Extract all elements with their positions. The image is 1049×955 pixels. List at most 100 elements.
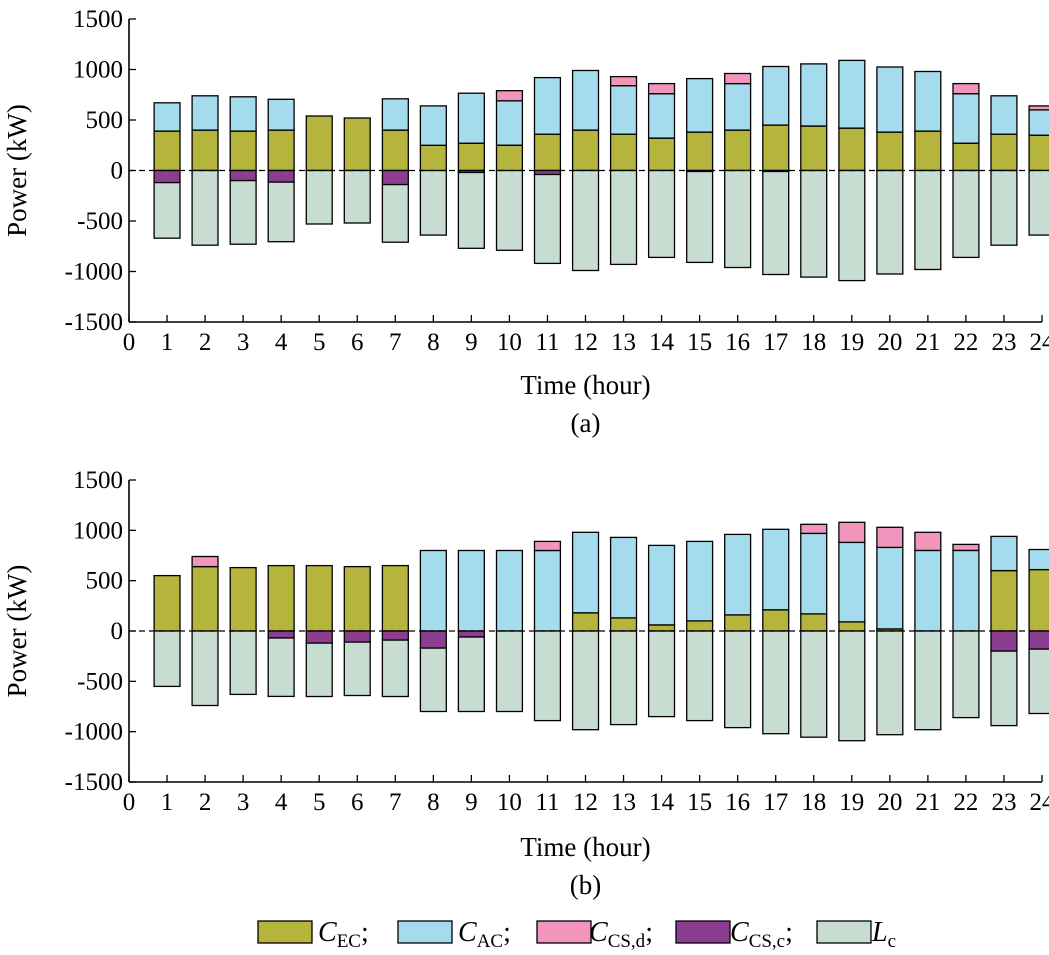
bar-Lc-hour-18 bbox=[800, 169, 828, 278]
legend-swatch-CAC bbox=[397, 920, 453, 944]
bar-CAC-hour-15 bbox=[686, 77, 714, 133]
bar-CSd-hour-24 bbox=[1028, 105, 1049, 111]
bar-CEC-hour-6 bbox=[343, 565, 371, 632]
bar-CEC-hour-12 bbox=[571, 129, 600, 172]
x-tick-label: 18 bbox=[801, 329, 826, 356]
bar-Lc-hour-5 bbox=[305, 642, 333, 698]
bar-CEC-hour-14 bbox=[647, 624, 676, 632]
bar-Lc-hour-5 bbox=[305, 169, 333, 225]
bar-Lc-hour-9 bbox=[457, 171, 485, 249]
x-tick-label: 7 bbox=[389, 329, 402, 356]
bar-CEC-hour-10 bbox=[495, 144, 524, 172]
bar-CEC-hour-15 bbox=[686, 131, 714, 172]
bar-CAC-hour-4 bbox=[267, 98, 295, 131]
y-tick-label: 1000 bbox=[73, 517, 123, 544]
x-tick-label: 23 bbox=[991, 789, 1016, 816]
legend: CEC; CAC; CCS,d; CCS,c; Lc bbox=[257, 917, 896, 952]
x-tick-label: 19 bbox=[839, 329, 864, 356]
x-axis-label: Time (hour) bbox=[520, 370, 650, 400]
bar-CAC-hour-14 bbox=[647, 93, 676, 139]
x-tick-label: 15 bbox=[687, 789, 712, 816]
bar-CEC-hour-2 bbox=[191, 129, 219, 172]
x-tick-label: 8 bbox=[427, 789, 440, 816]
bar-CAC-hour-9 bbox=[457, 549, 485, 632]
bar-CAC-hour-13 bbox=[609, 536, 638, 619]
bar-CSc-hour-1 bbox=[153, 169, 181, 184]
bar-CSd-hour-19 bbox=[838, 521, 866, 544]
bar-CAC-hour-16 bbox=[724, 533, 752, 616]
x-tick-label: 0 bbox=[123, 329, 136, 356]
y-axis-label: Power (kW) bbox=[2, 104, 32, 237]
bar-CEC-hour-3 bbox=[229, 130, 257, 172]
y-tick-label: -500 bbox=[77, 668, 123, 695]
bar-CAC-hour-11 bbox=[533, 76, 562, 135]
bar-CAC-hour-18 bbox=[800, 532, 828, 615]
x-tick-label: 11 bbox=[535, 329, 559, 356]
x-tick-label: 16 bbox=[725, 329, 750, 356]
bar-CEC-hour-19 bbox=[838, 127, 866, 172]
bar-CSd-hour-22 bbox=[952, 82, 980, 95]
x-tick-label: 11 bbox=[535, 789, 559, 816]
bar-Lc-hour-16 bbox=[724, 169, 752, 269]
y-tick-label: -1500 bbox=[65, 769, 123, 796]
bar-CEC-hour-13 bbox=[609, 133, 638, 172]
bar-CEC-hour-18 bbox=[800, 613, 828, 632]
x-tick-label: 3 bbox=[237, 789, 250, 816]
bar-CEC-hour-7 bbox=[381, 129, 409, 172]
x-tick-label: 6 bbox=[351, 329, 364, 356]
bar-CEC-hour-15 bbox=[686, 620, 714, 632]
bar-CSc-hour-8 bbox=[419, 630, 447, 649]
bar-CAC-hour-17 bbox=[762, 65, 790, 126]
y-tick-label: 0 bbox=[111, 158, 124, 185]
bar-Lc-hour-18 bbox=[800, 630, 828, 738]
bar-CEC-hour-12 bbox=[571, 612, 600, 632]
bar-CSc-hour-9 bbox=[457, 630, 485, 638]
bar-Lc-hour-7 bbox=[381, 639, 409, 698]
bar-CSc-hour-4 bbox=[267, 169, 295, 183]
panel-subtitle: (a) bbox=[571, 408, 601, 438]
x-tick-label: 6 bbox=[351, 789, 364, 816]
bar-Lc-hour-24 bbox=[1028, 169, 1049, 236]
x-tick-label: 13 bbox=[611, 789, 636, 816]
bar-CSc-hour-5 bbox=[305, 630, 333, 644]
bar-CAC-hour-21 bbox=[914, 549, 942, 632]
y-axis-label: Power (kW) bbox=[2, 565, 32, 698]
x-tick-label: 17 bbox=[763, 789, 788, 816]
bar-Lc-hour-11 bbox=[533, 173, 562, 265]
bar-CAC-hour-12 bbox=[571, 69, 600, 131]
bar-Lc-hour-20 bbox=[876, 630, 904, 736]
legend-swatch-CEC bbox=[257, 920, 313, 944]
bar-CSc-hour-7 bbox=[381, 169, 409, 186]
bar-Lc-hour-2 bbox=[191, 630, 219, 707]
bar-Lc-hour-3 bbox=[229, 179, 257, 245]
bar-Lc-hour-6 bbox=[343, 641, 371, 697]
bar-Lc-hour-17 bbox=[762, 630, 790, 735]
bar-CAC-hour-23 bbox=[990, 95, 1018, 135]
x-tick-label: 7 bbox=[389, 789, 402, 816]
bar-CSd-hour-10 bbox=[495, 90, 524, 102]
bar-CAC-hour-8 bbox=[419, 549, 447, 632]
bar-CAC-hour-10 bbox=[495, 100, 524, 146]
bar-CEC-hour-4 bbox=[267, 564, 295, 632]
x-tick-label: 8 bbox=[427, 329, 440, 356]
y-tick-label: 1500 bbox=[73, 467, 123, 494]
bar-Lc-hour-10 bbox=[495, 630, 524, 713]
legend-swatch-Lc bbox=[816, 920, 872, 944]
bar-CSc-hour-4 bbox=[267, 630, 295, 639]
x-tick-label: 20 bbox=[877, 329, 902, 356]
bar-Lc-hour-22 bbox=[952, 630, 980, 719]
y-tick-label: -500 bbox=[77, 208, 123, 235]
bar-CEC-hour-3 bbox=[229, 566, 257, 632]
x-tick-label: 4 bbox=[275, 789, 288, 816]
bar-Lc-hour-16 bbox=[724, 630, 752, 729]
bar-Lc-hour-22 bbox=[952, 169, 980, 259]
x-tick-label: 3 bbox=[237, 329, 250, 356]
bar-CEC-hour-11 bbox=[533, 133, 562, 172]
x-tick-label: 18 bbox=[801, 789, 826, 816]
bar-CEC-hour-1 bbox=[153, 574, 181, 632]
bar-CAC-hour-22 bbox=[952, 93, 980, 144]
bar-CEC-hour-16 bbox=[724, 614, 752, 632]
x-tick-label: 12 bbox=[573, 329, 598, 356]
